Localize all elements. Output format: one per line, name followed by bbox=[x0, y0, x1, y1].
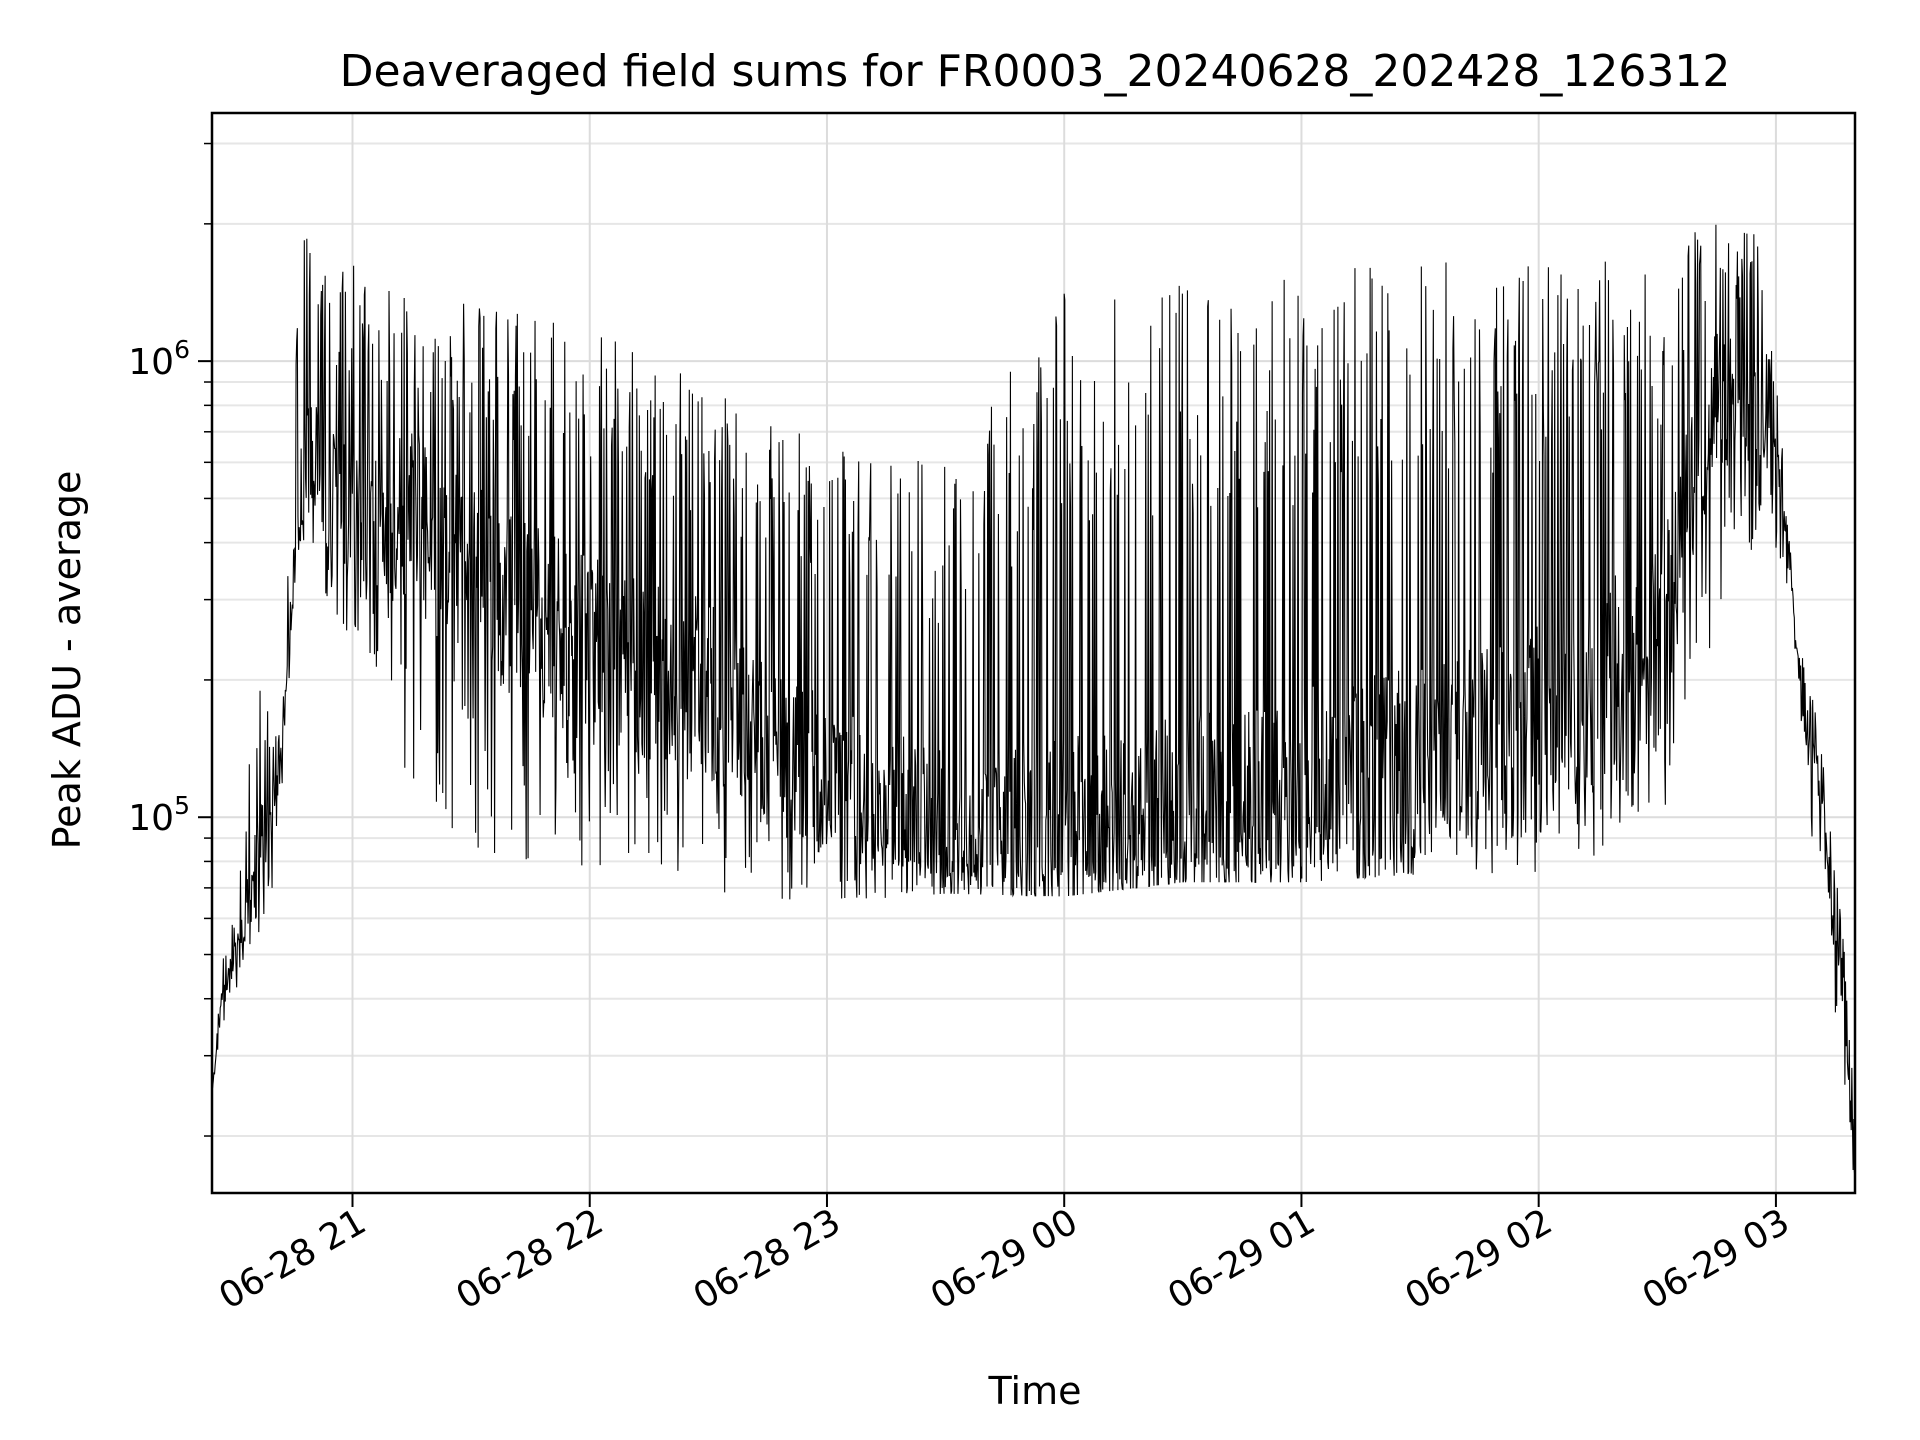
series-line bbox=[211, 224, 1856, 1181]
x-tick-label: 06-28 21 bbox=[212, 1201, 373, 1317]
y-tick-label: 105 bbox=[128, 791, 190, 839]
x-axis-label: Time bbox=[988, 1369, 1082, 1413]
x-tick-label: 06-28 22 bbox=[450, 1201, 611, 1317]
x-tick-label: 06-29 03 bbox=[1636, 1201, 1797, 1317]
x-tick-label: 06-29 00 bbox=[924, 1201, 1085, 1317]
x-tick-label: 06-29 02 bbox=[1399, 1201, 1560, 1317]
y-axis-label: Peak ADU - average bbox=[45, 471, 89, 850]
x-tick-label: 06-28 23 bbox=[687, 1201, 848, 1317]
grid bbox=[212, 113, 1855, 1193]
y-tick-label: 106 bbox=[128, 335, 190, 383]
chart-title: Deaveraged field sums for FR0003_2024062… bbox=[340, 46, 1731, 97]
x-tick-label: 06-29 01 bbox=[1161, 1201, 1322, 1317]
axes-frame bbox=[210, 111, 1857, 1195]
